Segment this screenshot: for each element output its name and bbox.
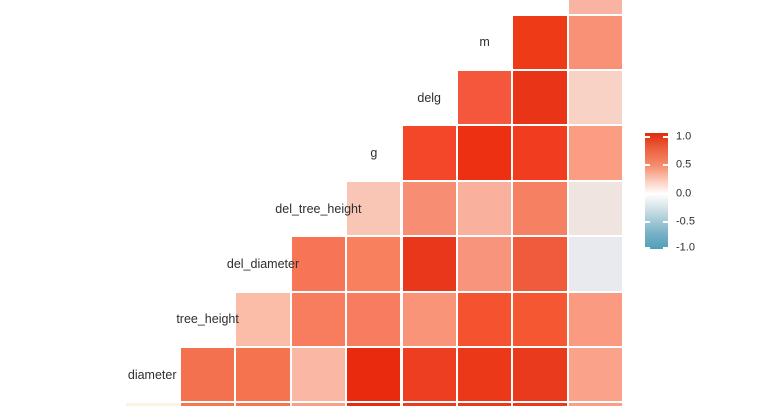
legend-tick-label: 0.5 [676,158,692,171]
heatmap-cell [402,126,456,180]
heatmap-cell [568,0,623,14]
variable-label-g: g [370,145,378,160]
heatmap-cell [236,403,290,406]
variable-label-m: m [479,35,490,50]
heatmap-cell [236,348,290,402]
heatmap-cell [347,237,401,291]
heatmap-cell [457,403,512,406]
heatmap-cell [291,348,346,402]
legend-tick-mark [645,164,650,167]
heatmap-cell [457,181,512,236]
heatmap-cell [513,292,567,346]
heatmap-cell [291,403,346,406]
heatmap-cell [568,181,623,236]
heatmap-cell [236,292,290,346]
legend-tick-mark [663,192,668,195]
heatmap-cell [291,292,346,346]
legend-tick-mark [645,192,650,195]
legend-gradient-bar [645,133,668,249]
heatmap-cell [347,181,401,236]
heatmap-cell [513,126,567,180]
heatmap-cell [402,403,456,406]
heatmap-cell [513,181,567,236]
heatmap-cell [347,403,401,406]
heatmap-cell [457,348,512,402]
heatmap-cell [568,348,623,402]
heatmap-cell [347,348,401,402]
heatmap-cell [568,15,623,69]
heatmap-cell [457,292,512,346]
legend-tick-label: -0.5 [676,215,695,228]
variable-label-del_tree_height: del_tree_height [275,201,362,216]
legend-tick-mark [663,136,668,139]
legend-tick-mark [645,221,650,224]
variable-label-tree_height: tree_height [176,312,239,327]
heatmap-cell [513,403,567,406]
heatmap-cell [568,237,623,291]
heatmap-cell [402,348,456,402]
legend-tick-mark [663,164,668,167]
legend-tick-mark [645,246,650,249]
variable-label-diameter: diameter [127,367,177,382]
legend-tick-label: -1.0 [676,241,695,254]
heatmap-cell [291,237,346,291]
heatmap-cell [180,403,235,406]
legend-tick-mark [663,221,668,224]
variable-label-del_diameter: del_diameter [226,256,300,271]
heatmap-cell [457,126,512,180]
heatmap-cell [402,292,456,346]
heatmap-cell [457,237,512,291]
heatmap-cell [402,181,456,236]
heatmap-cell [180,348,235,402]
heatmap-cell [457,71,512,125]
heatmap-cell [513,348,567,402]
heatmap-cell [347,292,401,346]
legend-tick-mark [663,246,668,249]
legend-tick-label: 1.0 [676,130,692,143]
heatmap-cell [568,292,623,346]
heatmap-cell [568,403,623,406]
heatmap-cell [513,71,567,125]
heatmap-cell [568,126,623,180]
legend-tick-mark [645,136,650,139]
heatmap-cell [125,403,179,406]
heatmap-cell [513,15,567,69]
heatmap-cell [568,71,623,125]
heatmap-cell [402,237,456,291]
legend-tick-label: 0.0 [676,187,692,200]
heatmap-cell [513,237,567,291]
variable-label-delg: delg [417,90,442,105]
